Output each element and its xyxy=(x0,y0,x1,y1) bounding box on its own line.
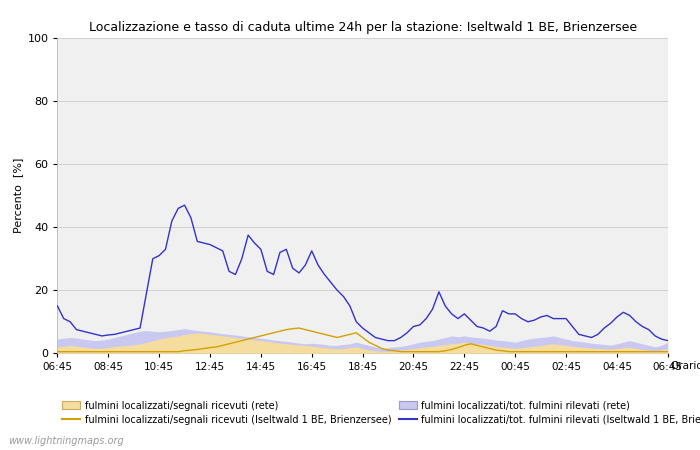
Y-axis label: Percento  [%]: Percento [%] xyxy=(13,158,23,234)
Text: Orario: Orario xyxy=(671,361,700,371)
Title: Localizzazione e tasso di caduta ultime 24h per la stazione: Iseltwald 1 BE, Bri: Localizzazione e tasso di caduta ultime … xyxy=(88,21,637,34)
Text: www.lightningmaps.org: www.lightningmaps.org xyxy=(8,436,124,446)
Legend: fulmini localizzati/segnali ricevuti (rete), fulmini localizzati/segnali ricevut: fulmini localizzati/segnali ricevuti (re… xyxy=(62,400,700,424)
